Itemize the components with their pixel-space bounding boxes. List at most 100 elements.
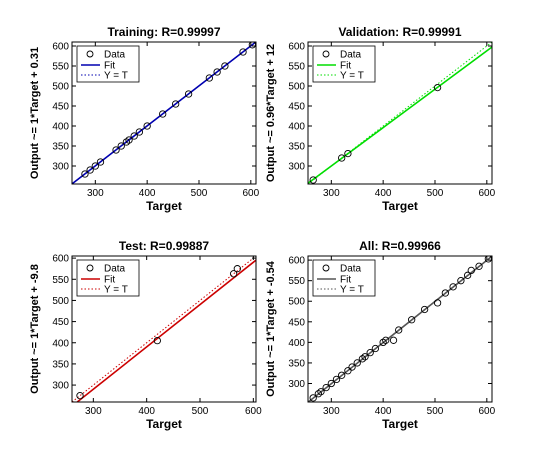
x-axis-label: Target (146, 199, 182, 213)
legend-identity-label: Y = T (104, 285, 128, 296)
data-point (433, 299, 442, 307)
data-point (135, 128, 144, 136)
axes-box (71, 41, 257, 185)
data-point (76, 392, 84, 400)
data-point (433, 83, 442, 92)
data-point (205, 74, 214, 82)
data-point (172, 100, 180, 108)
legend-fit-label: Fit (340, 61, 351, 72)
data-point (153, 336, 161, 345)
data-point (221, 62, 229, 70)
y-tick-label: 600 (288, 256, 305, 267)
y-tick-label: 450 (288, 102, 305, 113)
y-tick-label: 450 (288, 317, 305, 328)
data-point (344, 367, 352, 375)
plot-0: 300 400 500 600 300 350 400 450 500 550 600 Trainin… (29, 25, 260, 213)
plot-title: Training: R=0.99997 (107, 25, 220, 39)
legend-data-marker (86, 50, 94, 58)
y-tick-label: 350 (52, 142, 69, 153)
y-tick-label: 300 (288, 162, 305, 173)
data-point (449, 283, 457, 291)
plot-3: 300 400 500 600 300 350 400 450 500 550 600 All: R=… (265, 239, 496, 431)
data-point (130, 132, 138, 140)
legend-data-label: Data (340, 264, 362, 275)
fit-line (308, 46, 492, 184)
x-tick-label: 600 (478, 406, 495, 417)
data-point (358, 355, 367, 363)
y-axis-label: Output ~= 1*Target + -9.8 (29, 264, 41, 394)
data-point (467, 266, 475, 275)
data-point (338, 371, 346, 379)
data-point (327, 379, 335, 388)
legend-data-marker (322, 264, 330, 272)
x-tick-label: 400 (375, 188, 392, 199)
x-tick-label: 400 (138, 406, 155, 417)
y-axis-label: Output ~= 1*Target + -0.54 (265, 260, 277, 397)
data-point (382, 336, 390, 344)
x-axis-label: Target (146, 417, 182, 431)
legend-data-marker (322, 50, 330, 58)
y-tick-label: 300 (52, 162, 69, 173)
y-tick-label: 500 (288, 297, 305, 308)
data-point (475, 262, 483, 270)
x-tick-label: 600 (242, 188, 259, 199)
data-point (361, 353, 369, 361)
data-point (309, 176, 317, 184)
data-point (457, 277, 465, 285)
data-point (96, 158, 105, 166)
data-point (86, 166, 94, 174)
data-point (309, 394, 317, 402)
data-point (463, 271, 472, 279)
y-tick-label: 350 (52, 359, 69, 370)
plot-inner (308, 42, 492, 184)
x-axis-label: Target (382, 417, 418, 431)
data-point (332, 375, 341, 384)
x-tick-label: 500 (192, 406, 209, 417)
x-tick-label: 300 (87, 188, 104, 199)
x-tick-label: 500 (427, 188, 444, 199)
data-point (112, 146, 120, 154)
data-point (371, 344, 380, 353)
identity-line (72, 256, 256, 402)
plot-inner (72, 42, 256, 184)
legend-identity-label: Y = T (104, 71, 128, 82)
y-tick-label: 550 (288, 62, 305, 73)
y-tick-label: 550 (52, 62, 69, 73)
axes-box (307, 41, 493, 185)
data-point (366, 348, 374, 357)
plot-title: Validation: R=0.99991 (338, 25, 461, 39)
legend-identity-label: Y = T (340, 285, 364, 296)
y-tick-label: 300 (288, 379, 305, 390)
plot-2: 300 400 500 600 300 350 400 450 500 550 600 Test: R… (29, 239, 262, 431)
data-point (395, 326, 403, 334)
data-point (143, 122, 151, 130)
data-point (91, 162, 99, 170)
legend-fit-label: Fit (340, 275, 351, 286)
data-point (420, 305, 429, 314)
plot-1: 300 400 500 600 300 350 400 450 500 550 600 Validat… (265, 25, 496, 213)
y-tick-label: 400 (52, 338, 69, 349)
data-point (344, 149, 352, 158)
y-tick-label: 350 (288, 358, 305, 369)
data-point (239, 48, 247, 56)
data-point (117, 142, 125, 150)
data-point (213, 68, 221, 76)
data-point (317, 388, 325, 396)
data-point (184, 90, 193, 98)
y-tick-label: 450 (52, 102, 69, 113)
data-point (348, 363, 356, 371)
y-tick-label: 550 (288, 276, 305, 287)
x-tick-label: 300 (323, 188, 340, 199)
data-point (389, 336, 398, 344)
y-axis-label: Output ~= 1*Target + 0.31 (29, 47, 41, 179)
legend-data-marker (86, 264, 94, 272)
y-tick-label: 400 (288, 122, 305, 133)
legend-data-label: Data (340, 50, 362, 61)
data-point (159, 110, 167, 118)
data-point (125, 136, 133, 144)
